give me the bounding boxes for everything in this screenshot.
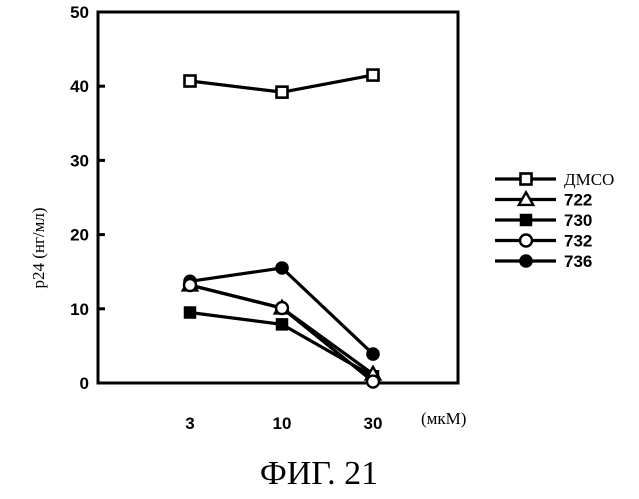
x-tick-label: 30 [364, 414, 383, 433]
legend-marker [521, 215, 532, 226]
y-tick-label: 0 [80, 374, 89, 393]
legend-label: 732 [564, 232, 592, 251]
data-point [184, 279, 196, 291]
data-point [185, 76, 196, 87]
figure-caption: ФИГ. 21 [260, 455, 378, 492]
legend-item: 736 [495, 252, 592, 271]
legend-marker [520, 235, 532, 247]
data-point [276, 262, 289, 275]
y-tick-label: 10 [70, 300, 89, 319]
legend-label: 722 [564, 191, 592, 210]
legend-label: 730 [564, 211, 592, 230]
x-axis-unit: (мкМ) [421, 409, 466, 428]
x-axis-ticks: 3 10 30 [185, 414, 382, 433]
y-axis-label: p24 (нг/мл) [29, 207, 48, 288]
series-lines [190, 75, 373, 381]
y-tick-label: 40 [70, 77, 89, 96]
series-markers [183, 70, 380, 388]
y-axis-ticks: 0 10 20 30 40 50 [70, 3, 105, 393]
data-point [276, 302, 288, 314]
y-tick-label: 50 [70, 3, 89, 22]
y-tick-label: 20 [70, 226, 89, 245]
legend-marker [521, 174, 532, 185]
data-point [277, 319, 288, 330]
legend: ДМСО 722730 732736 [495, 170, 614, 271]
legend-item: 730 [495, 211, 592, 230]
legend-item: ДМСО [495, 170, 614, 189]
data-point [367, 348, 380, 361]
x-tick-label: 3 [185, 414, 194, 433]
y-tick-label: 30 [70, 151, 89, 170]
legend-label: 736 [564, 252, 592, 271]
data-point [368, 70, 379, 81]
legend-item: 722 [495, 191, 592, 210]
plot-area [183, 70, 380, 388]
legend-label: ДМСО [564, 170, 614, 189]
legend-item: 732 [495, 232, 592, 251]
data-point [367, 376, 379, 388]
legend-marker [520, 255, 533, 268]
x-tick-label: 10 [273, 414, 292, 433]
data-point [277, 87, 288, 98]
data-point [185, 307, 196, 318]
